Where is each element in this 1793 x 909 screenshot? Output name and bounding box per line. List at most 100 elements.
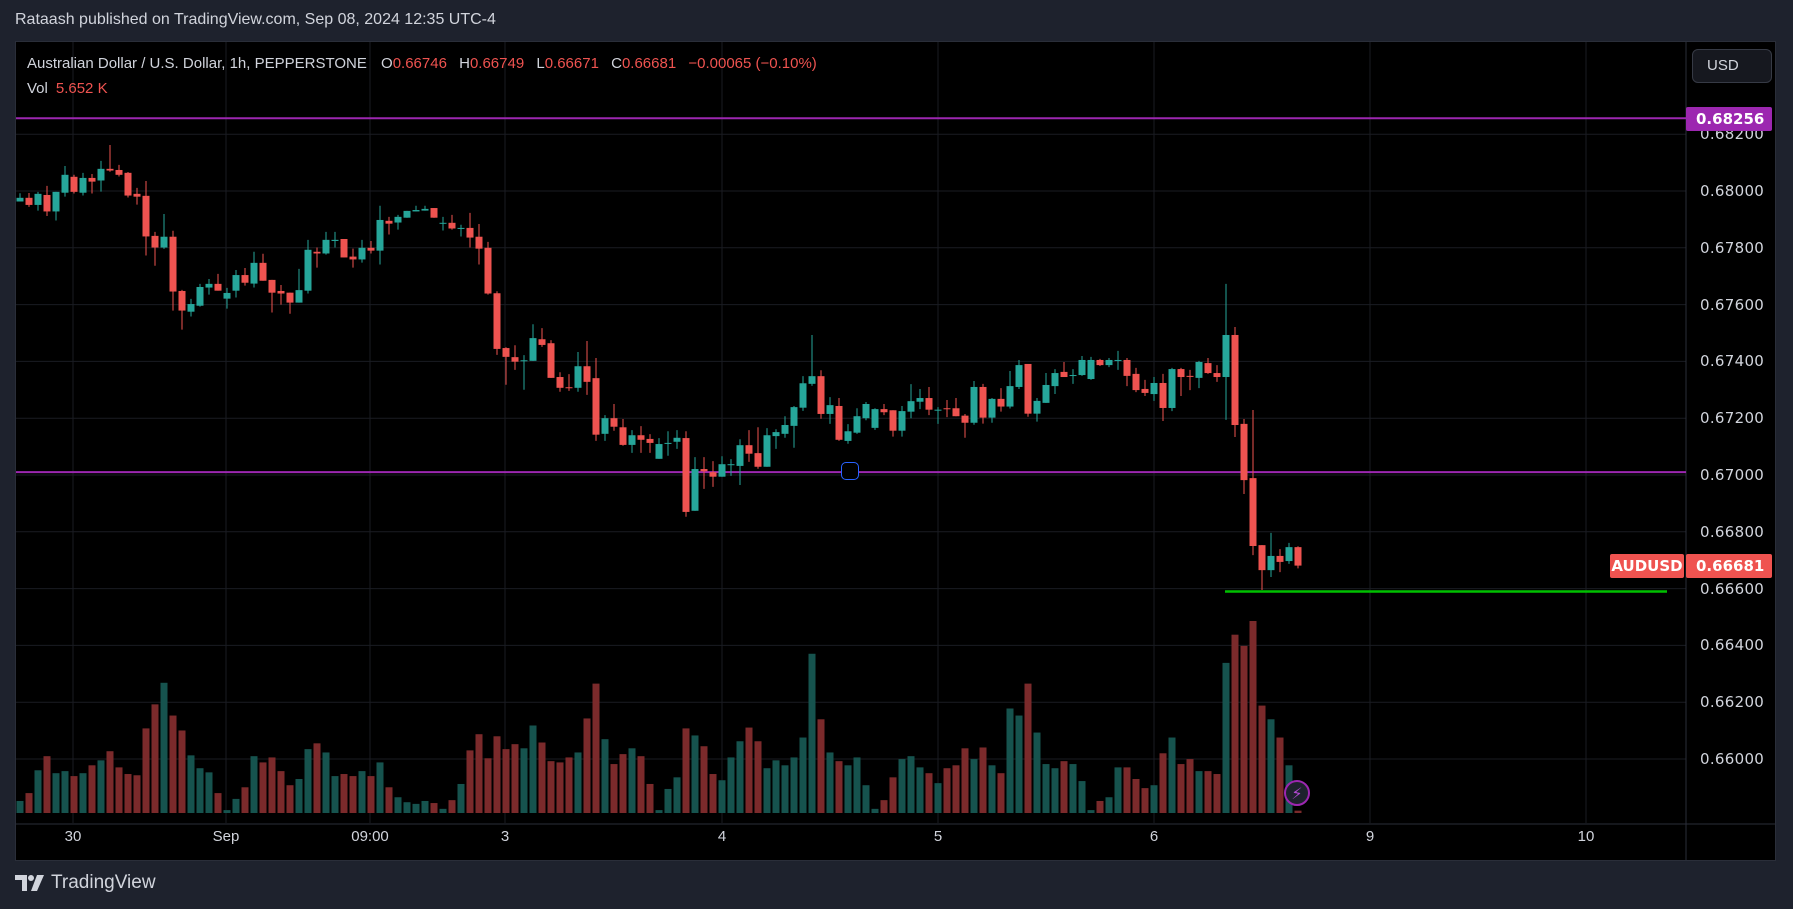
volume-bar: [916, 767, 924, 813]
volume-bar: [520, 748, 528, 813]
volume-bar: [655, 810, 663, 813]
candle-down: [142, 195, 150, 237]
time-tick-label: 5: [933, 828, 943, 845]
volume-bar: [1231, 634, 1239, 813]
price-tick-label: 0.66600: [1700, 579, 1765, 598]
volume-bar: [583, 718, 591, 813]
candle-up: [1042, 384, 1050, 403]
volume-bar: [268, 757, 276, 813]
candle-up: [970, 386, 978, 423]
price-tick-label: 0.66000: [1700, 750, 1765, 768]
volume-bar: [808, 653, 816, 813]
volume-bar: [592, 683, 600, 813]
volume-bar: [133, 775, 141, 813]
candle-down: [952, 408, 960, 417]
volume-bar: [736, 741, 744, 813]
volume-bar: [115, 767, 123, 813]
candle-up: [808, 376, 816, 384]
candle-down: [556, 377, 564, 388]
candle-down: [241, 275, 249, 283]
candle-down: [538, 339, 546, 345]
volume-bar: [277, 771, 285, 813]
candle-up: [907, 401, 915, 412]
volume-bar: [1033, 732, 1041, 813]
volume-bar: [1096, 800, 1104, 813]
symbol-tag: AUDUSD: [1610, 554, 1684, 578]
candle-down: [1231, 334, 1239, 426]
price-tick-label: 0.67800: [1700, 238, 1765, 257]
candle-down: [88, 177, 96, 182]
candle-down: [637, 435, 645, 440]
candle-up: [1051, 373, 1059, 387]
volume-bar: [1258, 705, 1266, 813]
candle-down: [43, 194, 51, 212]
lightning-icon[interactable]: ⚡︎: [1284, 780, 1310, 806]
volume-bar: [61, 771, 69, 813]
branding-text: TradingView: [51, 872, 156, 893]
candle-up: [871, 409, 879, 428]
candle-down: [943, 408, 951, 410]
volume-bar: [43, 756, 51, 813]
volume-bar: [223, 810, 231, 813]
volume-bar: [619, 754, 627, 813]
volume-bar: [34, 770, 42, 813]
candle-up: [16, 197, 24, 202]
volume-bar: [1186, 759, 1194, 813]
volume-bar: [700, 746, 708, 813]
candle-down: [565, 387, 573, 389]
candle-down: [133, 193, 141, 197]
candle-up: [52, 191, 60, 212]
price-tick-label: 0.68000: [1700, 182, 1765, 200]
volume-bar: [835, 761, 843, 813]
volume-bar: [718, 780, 726, 813]
volume-bar: [322, 752, 330, 813]
volume-bar: [799, 737, 807, 813]
volume-bar: [1087, 810, 1095, 813]
candle-up: [862, 404, 870, 419]
price-tick-label: 0.67200: [1700, 409, 1765, 428]
price-tick-label: 0.67600: [1700, 295, 1765, 314]
volume-bar: [142, 728, 150, 813]
published-caption: Rataash published on TradingView.com, Se…: [15, 11, 496, 28]
candle-up: [196, 286, 204, 306]
legend-symbol: Australian Dollar / U.S. Dollar, 1h, PEP…: [27, 55, 367, 72]
legend-low-label: L: [536, 55, 545, 72]
candle-down: [259, 262, 267, 281]
candle-up: [457, 227, 465, 229]
legend-high-label: H: [459, 55, 470, 72]
volume-bar: [340, 774, 348, 813]
tradingview-logo[interactable]: TradingView: [15, 872, 156, 894]
candle-up: [601, 418, 609, 434]
volume-bar: [1141, 788, 1149, 813]
volume-bar: [664, 788, 672, 813]
volume-bar: [772, 760, 780, 813]
line-drag-handle[interactable]: [841, 462, 859, 480]
candle-down: [979, 386, 987, 418]
candle-down: [1240, 423, 1248, 481]
candle-down: [1204, 363, 1212, 374]
candle-down: [151, 235, 159, 248]
candle-down: [115, 169, 123, 175]
volume-bar: [286, 785, 294, 813]
candle-up: [394, 216, 402, 223]
candle-up: [655, 444, 663, 459]
volume-bar: [763, 768, 771, 813]
volume-bar: [754, 741, 762, 813]
volume-bar: [709, 774, 717, 813]
time-tick-label: 09:00: [351, 828, 389, 845]
volume-bar: [673, 777, 681, 813]
candle-up: [790, 407, 798, 426]
volume-bar: [295, 778, 303, 813]
candle-down: [493, 293, 501, 349]
volume-bar: [1204, 771, 1212, 813]
volume-bar: [52, 773, 60, 813]
volume-bar: [1060, 761, 1068, 813]
price-tick-label: 0.67400: [1700, 352, 1765, 371]
candle-up: [34, 193, 42, 205]
candle-down: [1060, 371, 1068, 378]
chart-frame[interactable]: [15, 41, 1776, 861]
volume-bar: [1249, 621, 1257, 813]
time-tick-label: 30: [64, 828, 82, 845]
currency-button[interactable]: USD: [1692, 49, 1772, 83]
